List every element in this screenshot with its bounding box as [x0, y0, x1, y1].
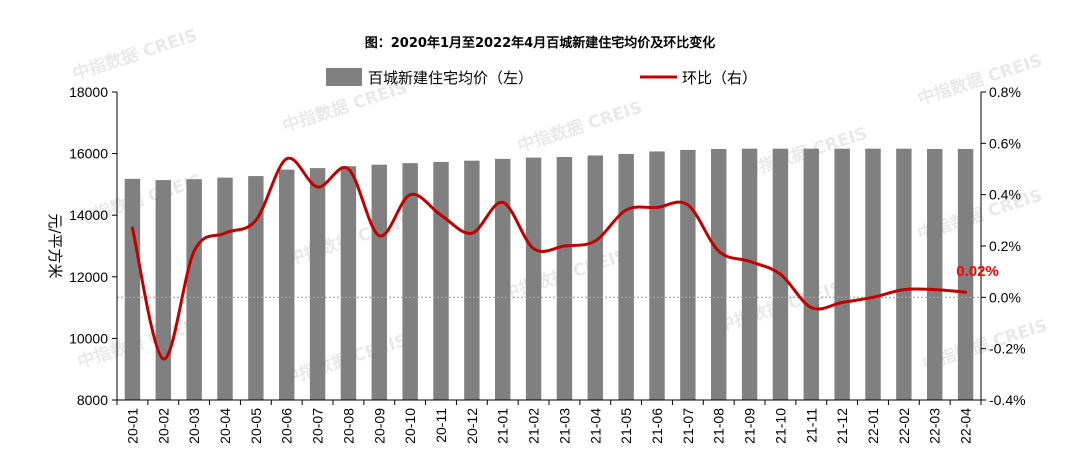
x-tick-label: 21-09 — [742, 408, 758, 444]
x-tick-label: 20-05 — [248, 408, 264, 444]
x-tick-label: 21-03 — [556, 408, 572, 444]
y-left-tick-label: 14000 — [69, 207, 108, 223]
bar — [186, 179, 202, 400]
x-tick-label: 22-03 — [927, 408, 943, 444]
y-left-tick-label: 16000 — [69, 146, 108, 162]
x-tick-label: 21-12 — [834, 408, 850, 444]
bar — [433, 161, 449, 400]
x-tick-label: 21-02 — [526, 408, 542, 444]
x-tick-label: 20-10 — [402, 408, 418, 444]
chart-title: 图：2020年1月至2022年4月百城新建住宅均价及环比变化 — [365, 35, 715, 51]
x-tick-label: 21-11 — [803, 408, 819, 443]
bar — [834, 148, 850, 400]
x-tick-label: 21-10 — [772, 408, 788, 444]
x-tick-label: 21-08 — [711, 408, 727, 444]
x-tick-label: 20-03 — [186, 408, 202, 444]
x-tick-label: 20-12 — [464, 408, 480, 444]
bar — [248, 176, 264, 400]
y-right-tick-label: 0.2% — [989, 238, 1021, 254]
legend-label-line: 环比（右） — [682, 69, 757, 87]
y-right-tick-label: 0.8% — [989, 84, 1021, 100]
bar — [587, 155, 603, 400]
line-series — [130, 156, 968, 361]
bar — [896, 148, 912, 400]
y-right-tick-label: -0.4% — [989, 392, 1026, 408]
legend-swatch-bar — [326, 68, 362, 86]
bar — [803, 148, 819, 400]
bar — [957, 148, 974, 400]
bar — [741, 148, 758, 400]
x-tick-label: 21-07 — [680, 408, 696, 444]
x-tick-label: 21-04 — [587, 408, 603, 444]
bar — [556, 156, 573, 400]
x-tick-label: 20-01 — [124, 408, 140, 444]
y-right-tick-label: 0.0% — [989, 289, 1021, 305]
bar — [309, 168, 326, 400]
bar — [340, 166, 357, 400]
x-tick-label: 20-06 — [279, 408, 295, 444]
axes: 8000 10000 12000 14000 16000 18000 -0.4% -0.2% 0… — [46, 84, 1026, 444]
x-tick-label: 22-04 — [958, 408, 974, 444]
bar — [711, 148, 727, 400]
x-tick-label: 21-06 — [649, 408, 665, 444]
watermark-text: 中指数据 CREIS — [70, 25, 200, 85]
bar-series — [124, 148, 974, 400]
line-path — [130, 156, 968, 361]
bar — [865, 148, 881, 400]
x-tick-label: 21-05 — [618, 408, 634, 444]
y-axis-label: 元/平方米 — [46, 213, 64, 278]
labels: 0.02% — [956, 263, 999, 280]
legend-label-bar: 百城新建住宅均价（左） — [368, 69, 533, 87]
bar — [371, 164, 387, 400]
x-tick-label: 22-02 — [896, 408, 912, 444]
watermark-text: 中指数据 CREIS — [515, 97, 645, 157]
x-tick-label: 22-01 — [865, 408, 881, 444]
bar — [680, 149, 696, 400]
bar — [649, 151, 665, 400]
bar — [217, 177, 233, 400]
x-tick-label: 20-11 — [433, 408, 449, 443]
watermark-text: 中指数据 CREIS — [915, 50, 1045, 110]
bar — [618, 153, 634, 400]
x-tick-label: 20-09 — [371, 408, 387, 444]
y-left-tick-label: 18000 — [69, 84, 108, 100]
bar — [927, 148, 943, 400]
x-tick-label: 20-07 — [310, 408, 326, 444]
y-right-tick-label: -0.2% — [989, 341, 1026, 357]
legend: 百城新建住宅均价（左） 环比（右） — [326, 68, 757, 87]
x-tick-label: 21-01 — [495, 408, 511, 444]
y-left-tick-label: 12000 — [69, 269, 108, 285]
bar — [464, 160, 480, 400]
y-right-tick-label: 0.6% — [989, 135, 1021, 151]
annotation-last-value: 0.02% — [956, 263, 999, 280]
bar — [402, 163, 418, 400]
x-tick-label: 20-02 — [155, 408, 171, 444]
bar — [525, 157, 542, 400]
bar — [495, 158, 511, 400]
y-left-tick-label: 10000 — [69, 330, 108, 346]
y-right-tick-label: 0.4% — [989, 187, 1021, 203]
bar — [155, 180, 171, 400]
x-tick-label: 20-04 — [217, 408, 233, 444]
bar — [279, 169, 295, 400]
bar — [124, 178, 141, 400]
y-left-tick-label: 8000 — [77, 392, 108, 408]
x-tick-label: 20-08 — [340, 408, 356, 444]
